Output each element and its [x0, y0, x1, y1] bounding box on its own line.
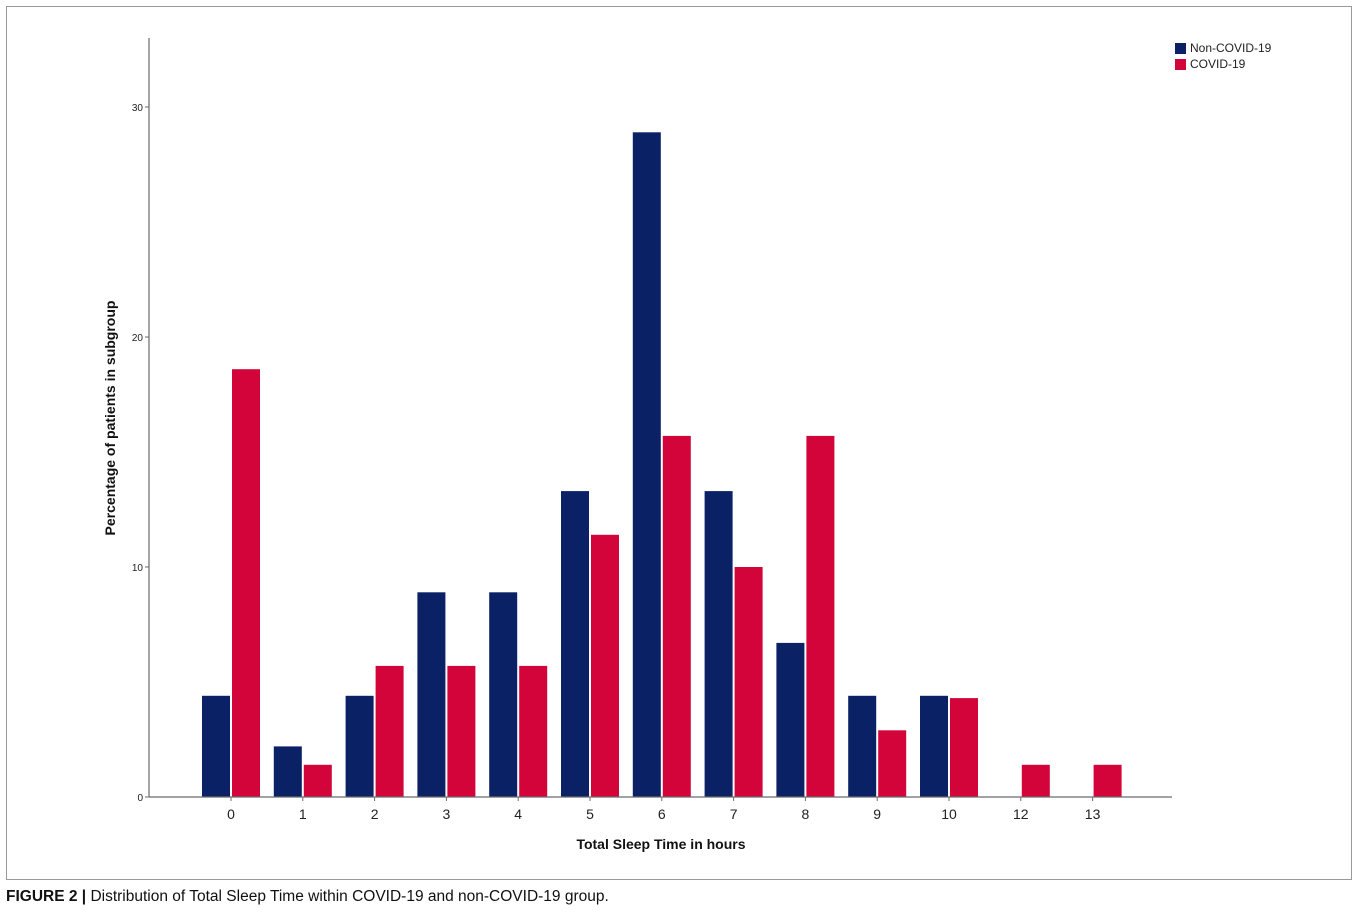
x-axis-label: Total Sleep Time in hours	[576, 836, 745, 852]
bar-covid-9	[878, 730, 907, 797]
bar-non-covid-5	[561, 491, 589, 797]
bar-covid-2	[375, 665, 404, 797]
bar-non-covid-1	[273, 746, 302, 797]
legend-item-non-covid: Non-COVID-19	[1175, 40, 1271, 56]
bar-non-covid-7	[704, 491, 733, 797]
x-tick-label: 9	[873, 806, 881, 822]
bar-covid-5	[591, 534, 619, 797]
legend-label-non-covid: Non-COVID-19	[1190, 41, 1272, 55]
caption-text: Distribution of Total Sleep Time within …	[90, 888, 609, 905]
bar-non-covid-0	[202, 695, 230, 797]
bar-covid-13	[1093, 764, 1122, 797]
bar-covid-1	[303, 764, 332, 797]
bar-covid-12	[1021, 764, 1050, 797]
bar-covid-0	[232, 369, 260, 797]
legend: Non-COVID-19 COVID-19	[1175, 40, 1271, 72]
bar-covid-7	[734, 567, 763, 797]
x-tick-label: 6	[658, 806, 666, 822]
y-axis-label: Percentage of patients in subgroup	[102, 301, 118, 536]
bar-non-covid-4	[489, 592, 518, 797]
legend-item-covid: COVID-19	[1175, 56, 1271, 72]
y-tick-label: 30	[132, 103, 144, 114]
legend-swatch-covid	[1175, 58, 1186, 70]
bar-non-covid-6	[632, 132, 661, 798]
y-tick-label: 20	[132, 333, 144, 344]
figure-frame	[6, 6, 1352, 880]
x-tick-label: 7	[730, 806, 738, 822]
x-tick-label: 1	[299, 806, 307, 822]
y-tick-label: 0	[137, 793, 143, 804]
legend-swatch-non-covid	[1175, 42, 1186, 54]
bar-covid-6	[662, 435, 691, 797]
legend-label-covid: COVID-19	[1190, 57, 1246, 71]
axes-group	[148, 38, 1172, 798]
bar-non-covid-8	[776, 642, 805, 797]
bar-non-covid-2	[345, 695, 374, 797]
x-tick-label: 3	[443, 806, 451, 822]
x-tick-label: 8	[802, 806, 810, 822]
x-tick-label: 4	[514, 806, 522, 822]
figure-caption: FIGURE 2 | Distribution of Total Sleep T…	[6, 888, 609, 906]
bar-covid-3	[447, 665, 476, 797]
bar-covid-4	[519, 665, 548, 797]
bars-group	[202, 132, 1122, 798]
x-tick-label: 12	[1013, 806, 1029, 822]
bar-covid-10	[950, 698, 978, 797]
bar-non-covid-10	[920, 695, 948, 797]
x-tick-label: 0	[227, 806, 235, 822]
bar-covid-8	[806, 435, 835, 797]
x-tick-label: 2	[371, 806, 379, 822]
x-tick-label: 5	[586, 806, 594, 822]
bar-non-covid-9	[848, 695, 877, 797]
caption-label: FIGURE 2 |	[6, 888, 87, 905]
x-tick-label: 13	[1085, 806, 1101, 822]
x-tick-label: 10	[941, 806, 957, 822]
y-tick-label: 10	[132, 563, 144, 574]
bar-non-covid-3	[417, 592, 446, 797]
